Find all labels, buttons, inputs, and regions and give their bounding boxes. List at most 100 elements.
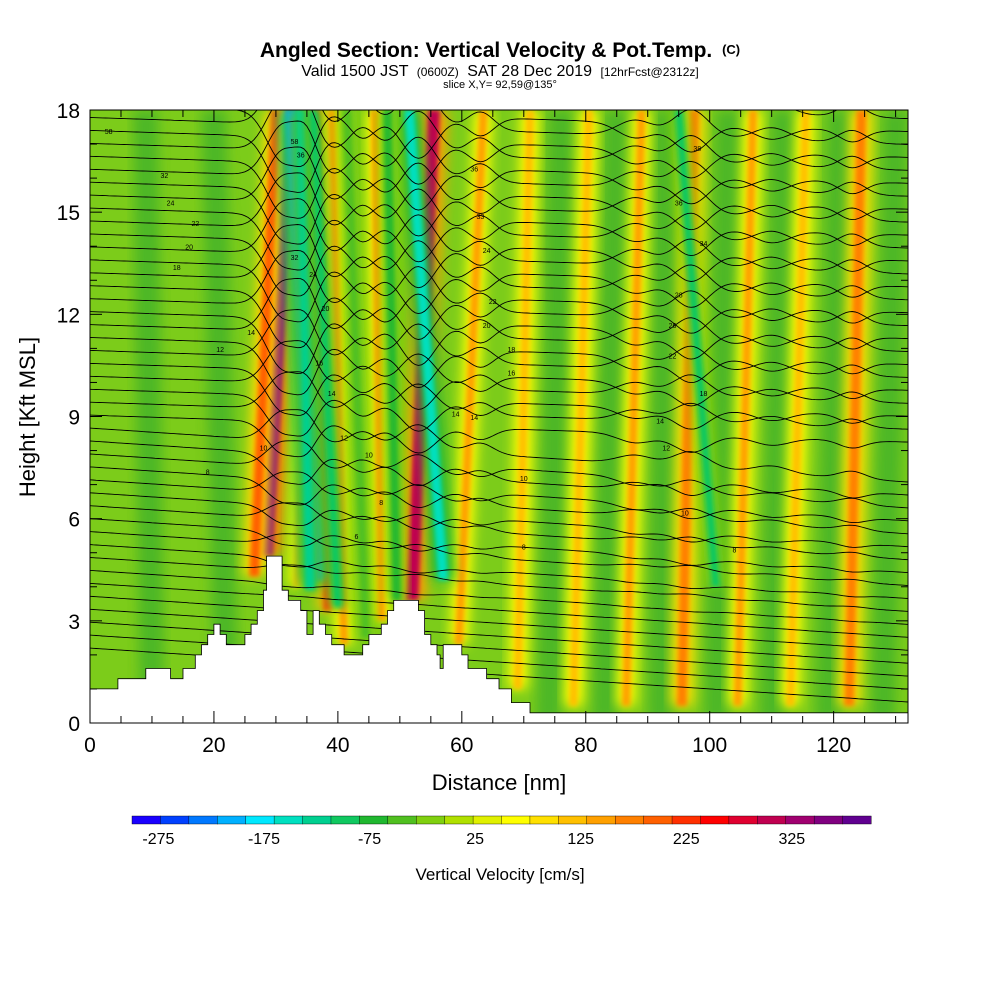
colorbar-tick-label: 125 <box>567 831 594 848</box>
isotherm-line-37 <box>90 120 908 197</box>
x-tick-label: 40 <box>326 734 349 757</box>
colorbar-swatch <box>302 815 332 825</box>
colorbar-labels: -275 -175 -75 25 125 225 325 <box>142 831 805 848</box>
isotherm-line-10 <box>90 518 908 574</box>
isotherm-line-38 <box>90 155 908 219</box>
isotherm-line-13 <box>90 471 908 535</box>
x-tick-label: 80 <box>574 734 597 757</box>
isotherm-label: 34 <box>700 241 708 248</box>
isotherm-label: 14 <box>328 391 336 398</box>
isotherm-label: 22 <box>669 354 677 361</box>
colorbar-swatch <box>416 815 446 825</box>
colorbar-swatch <box>529 815 559 825</box>
background-column-0 <box>133 110 165 723</box>
colorbar-swatch <box>359 815 389 825</box>
isotherm-label: 16 <box>315 360 323 367</box>
colorbar-swatch <box>643 815 673 825</box>
isotherm-label: 10 <box>520 476 528 483</box>
colorbar-swatch <box>813 815 844 825</box>
isotherm-label: 8 <box>733 548 737 555</box>
isotherm-line-39 <box>90 110 908 171</box>
isotherm-label: 33 <box>477 214 485 221</box>
isotherm-label: 28 <box>675 292 683 299</box>
isotherm-line-28 <box>90 285 908 349</box>
isotherm-line-24 <box>90 337 908 396</box>
isotherm-line-19 <box>90 371 908 430</box>
downdraft-band-core-4 <box>404 110 449 580</box>
isotherm-line-32 <box>90 233 908 297</box>
isotherm-line-12 <box>90 492 908 548</box>
velocity-field <box>133 110 908 723</box>
colorbar-swatch <box>757 815 787 825</box>
x-tick-label: 0 <box>84 734 96 757</box>
x-axis-label: Distance [nm] <box>432 770 567 795</box>
isotherm-label: 12 <box>662 446 670 453</box>
isotherm-label: 36 <box>297 153 305 160</box>
isotherm-label: 18 <box>173 265 181 272</box>
colorbar-swatch <box>728 815 758 825</box>
isotherm-label: 12 <box>340 435 348 442</box>
isotherm-label: 20 <box>483 323 491 330</box>
isotherm-line-36 <box>90 181 908 245</box>
isotherm-label: 12 <box>216 347 224 354</box>
isotherm-label: 18 <box>700 391 708 398</box>
background-column-8 <box>870 110 908 723</box>
isotherm-label: 8 <box>206 469 210 476</box>
updraft-band-core-12 <box>733 110 758 706</box>
colorbar-tick-label: 325 <box>778 831 805 848</box>
colorbar-swatch <box>160 815 190 825</box>
isotherm-line-21 <box>90 340 908 404</box>
y-tick-label: 0 <box>68 713 80 736</box>
terrain <box>90 555 908 723</box>
isotherm-label: 24 <box>309 272 317 279</box>
isotherm-label: 14 <box>470 415 478 422</box>
plot-area: 58 32 24 22 20 18 14 12 10 8 58 36 32 24 20 16 14 12 10 8 6 3… <box>90 105 908 723</box>
isotherm-label: 36 <box>675 200 683 207</box>
colorbar-swatch <box>671 815 701 825</box>
isotherm-line-23 <box>90 309 908 378</box>
isotherm-label: 14 <box>452 412 460 419</box>
isotherm-label: 20 <box>322 306 330 313</box>
isotherm-line-4 <box>90 595 908 651</box>
isotherm-line-8 <box>90 544 908 599</box>
updraft-band-core-9 <box>569 110 594 706</box>
x-tick-label: 20 <box>202 734 225 757</box>
downdraft-band-core-5 <box>383 110 401 601</box>
colorbar-swatch <box>614 815 645 825</box>
colorbar-swatch <box>472 815 503 825</box>
colorbar-swatch <box>131 815 161 825</box>
isotherm-label: 26 <box>669 323 677 330</box>
isotherm-label: 14 <box>656 418 664 425</box>
isotherm-line-33 <box>90 172 908 249</box>
isotherm-line-7 <box>90 557 908 612</box>
background-column-1 <box>201 110 239 723</box>
isotherm-line-29 <box>90 224 908 301</box>
isotherm-line-5 <box>90 582 908 638</box>
x-tick-label: 120 <box>816 734 851 757</box>
colorbar-swatch <box>245 815 275 825</box>
isotherm-line-17 <box>90 409 908 483</box>
colorbar-swatch <box>188 815 218 825</box>
updraft-band-core-10 <box>621 110 646 706</box>
isotherm-line-14 <box>90 466 908 524</box>
isotherm-line-30 <box>90 259 908 323</box>
isotherm-label: 38 <box>693 146 701 153</box>
downdraft-band-core-1 <box>295 110 316 591</box>
isotherm-label: 58 <box>105 129 113 136</box>
isotherm-line-20 <box>90 388 908 437</box>
updraft-band-core-4 <box>327 110 349 645</box>
chart-title: Angled Section: Vertical Velocity & Pot.… <box>260 39 740 62</box>
isotherm-label: 38 <box>452 105 460 112</box>
isotherm-label: 24 <box>483 248 491 255</box>
colorbar-swatch <box>217 815 247 825</box>
isotherm-line-18 <box>90 414 908 458</box>
colorbar-title: Vertical Velocity [cm/s] <box>415 865 584 884</box>
x-tick-label: 100 <box>692 734 727 757</box>
isotherm-line-26 <box>90 311 908 375</box>
isotherm-label: 32 <box>291 255 299 262</box>
y-tick-label: 12 <box>57 304 80 327</box>
isotherm-line-41 <box>90 110 908 145</box>
isotherm-line-34 <box>90 207 908 271</box>
colorbar-swatch <box>330 815 360 825</box>
